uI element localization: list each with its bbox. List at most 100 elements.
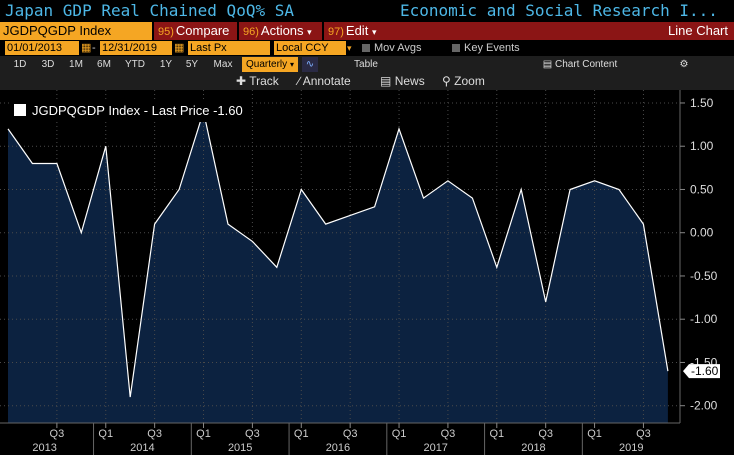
y-tick-label: -2.00: [690, 399, 718, 413]
track-button[interactable]: ✚ Track: [236, 73, 279, 90]
y-tick-label: 0.00: [690, 226, 714, 240]
data-point: [300, 188, 303, 191]
data-point: [55, 162, 58, 165]
range-max-button[interactable]: Max: [213, 59, 233, 70]
data-point: [178, 188, 181, 191]
y-tick-label: -1.00: [690, 312, 718, 326]
period-caret-icon: ▾: [289, 60, 294, 69]
data-point: [446, 179, 449, 182]
data-point: [398, 127, 401, 130]
x-tick-label: Q1: [98, 428, 113, 440]
range-1m-button[interactable]: 1M: [69, 59, 83, 70]
data-point: [251, 240, 254, 243]
mov-avgs-toggle[interactable]: Mov Avgs: [362, 41, 422, 55]
x-year-label: 2014: [130, 442, 154, 454]
x-tick-label: Q1: [489, 428, 504, 440]
settings-gear-icon[interactable]: ⚙: [679, 59, 689, 70]
data-point: [324, 223, 327, 226]
x-tick-label: Q3: [538, 428, 553, 440]
last-value-label: -1.60: [691, 364, 719, 378]
x-year-label: 2015: [228, 442, 252, 454]
key-events-checkbox[interactable]: [452, 44, 460, 53]
range-5y-button[interactable]: 5Y: [185, 59, 199, 70]
y-tick-label: 0.50: [690, 182, 714, 196]
data-point: [666, 370, 669, 373]
annotate-label: Annotate: [302, 74, 351, 88]
calendar-end-icon[interactable]: ▦: [174, 42, 185, 54]
x-year-label: 2018: [521, 442, 545, 454]
legend-label: JGDPQGDP Index - Last Price -1.60: [32, 103, 243, 118]
actions-number: 96): [243, 26, 259, 38]
command-bar: JGDPQGDP Index 95) Compare 96) Actions ▾ 9…: [0, 22, 734, 40]
line-chart[interactable]: 1.501.000.500.00-0.50-1.00-1.50-2.00-1.6…: [0, 90, 734, 455]
series-line: [7, 109, 669, 398]
last-value-badge: [683, 364, 720, 379]
range-1y-button[interactable]: 1Y: [159, 59, 173, 70]
table-button[interactable]: Table: [354, 59, 378, 70]
key-events-label: Key Events: [464, 42, 520, 54]
tool-bar: ✚ Track ∕ Annotate ▤ News ⚲ Zoom: [0, 73, 734, 90]
x-tick-label: Q1: [587, 428, 602, 440]
edit-number: 97): [328, 26, 344, 38]
date-separator-icon: -: [92, 42, 96, 54]
x-tick-label: Q3: [441, 428, 456, 440]
data-point: [422, 197, 425, 200]
data-point: [642, 223, 645, 226]
range-1d-button[interactable]: 1D: [13, 59, 27, 70]
data-point: [129, 396, 132, 399]
parameter-bar: 01/01/2013 ▦ - 12/31/2019 ▦ Last Px Loca…: [0, 40, 734, 56]
chart-legend: JGDPQGDP Index - Last Price -1.60: [10, 100, 249, 122]
data-point: [153, 223, 156, 226]
actions-button[interactable]: 96) Actions ▾: [239, 22, 322, 40]
period-select[interactable]: Quarterly ▾: [242, 57, 298, 72]
mov-avgs-checkbox[interactable]: [362, 44, 370, 53]
field-select[interactable]: Last Px: [188, 41, 270, 55]
x-year-label: 2013: [32, 442, 56, 454]
zoom-button[interactable]: ⚲ Zoom: [442, 73, 485, 90]
data-point: [349, 214, 352, 217]
calendar-start-icon[interactable]: ▦: [81, 42, 92, 54]
chart-content-label: Chart Content: [554, 59, 618, 70]
currency-select[interactable]: Local CCY: [274, 41, 346, 55]
news-icon: ▤: [380, 74, 392, 88]
compare-button[interactable]: 95) Compare: [154, 22, 237, 40]
ticker-field[interactable]: JGDPQGDP Index: [0, 22, 152, 40]
line-chart-icon[interactable]: ∿: [302, 57, 318, 72]
data-point: [7, 127, 10, 130]
currency-caret-icon[interactable]: ▾: [347, 43, 352, 53]
series-area-fill: [8, 111, 668, 423]
data-point: [495, 266, 498, 269]
x-tick-label: Q3: [50, 428, 65, 440]
x-year-label: 2017: [423, 442, 447, 454]
range-ytd-button[interactable]: YTD: [125, 59, 145, 70]
data-point: [31, 162, 34, 165]
data-point: [569, 188, 572, 191]
edit-button[interactable]: 97) Edit ▾: [324, 22, 734, 40]
end-date-field[interactable]: 12/31/2019: [100, 41, 172, 55]
news-button[interactable]: ▤ News: [380, 73, 425, 90]
range-6m-button[interactable]: 6M: [97, 59, 111, 70]
period-label: Quarterly: [246, 59, 288, 70]
data-point: [544, 300, 547, 303]
edit-label: Edit: [345, 23, 369, 38]
data-point: [80, 231, 83, 234]
title-bar: Japan GDP Real Chained QoQ% SA Economic …: [0, 0, 734, 22]
y-tick-label: 1.00: [690, 139, 714, 153]
data-point: [618, 188, 621, 191]
data-point: [593, 179, 596, 182]
range-bar: 1D 3D 1M 6M YTD 1Y 5Y Max Quarterly ▾ ∿ …: [0, 56, 734, 73]
y-tick-label: 1.50: [690, 96, 714, 110]
key-events-toggle[interactable]: Key Events: [452, 41, 520, 55]
start-date-field[interactable]: 01/01/2013: [5, 41, 79, 55]
data-point: [373, 205, 376, 208]
annotate-button[interactable]: ∕ Annotate: [298, 73, 351, 90]
x-tick-label: Q1: [196, 428, 211, 440]
data-point: [227, 223, 230, 226]
range-3d-button[interactable]: 3D: [41, 59, 55, 70]
chart-content-button[interactable]: ▤ Chart Content: [520, 57, 640, 72]
y-tick-label: -0.50: [690, 269, 718, 283]
news-label: News: [394, 74, 425, 88]
x-year-label: 2019: [619, 442, 643, 454]
data-point: [104, 145, 107, 148]
data-point: [520, 188, 523, 191]
